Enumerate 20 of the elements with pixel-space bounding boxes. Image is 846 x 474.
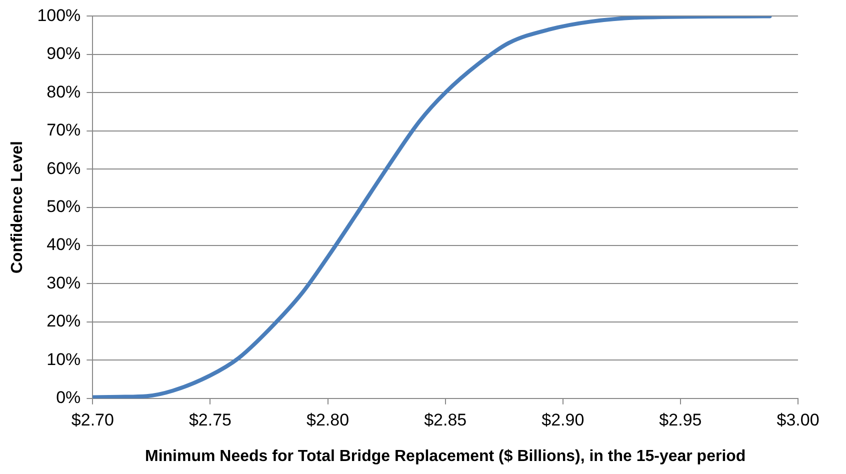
x-tick-label: $2.90: [542, 410, 584, 430]
y-tick-label: 100%: [37, 6, 81, 25]
x-tick-label: $2.70: [71, 410, 114, 430]
y-tick-label: 40%: [46, 235, 81, 254]
x-tick-label: $2.75: [188, 410, 232, 430]
x-axis-title: Minimum Needs for Total Bridge Replacement ($ Billions), in the 15-year period: [144, 448, 746, 465]
x-tick-label: $2.95: [659, 410, 702, 430]
y-tick-label: 20%: [46, 312, 81, 331]
y-tick-label: 80%: [46, 82, 81, 102]
y-tick-label: 70%: [46, 120, 81, 140]
y-tick-label: 30%: [46, 273, 81, 292]
x-tick-label: $2.85: [424, 410, 467, 430]
y-tick-label: 50%: [46, 196, 81, 216]
y-axis-title: Confidence Level: [9, 141, 26, 274]
y-tick-label: 10%: [46, 350, 81, 369]
y-tick-label: 90%: [46, 44, 81, 64]
y-tick-label: 60%: [46, 158, 81, 178]
x-tick-label: $2.80: [306, 410, 350, 430]
y-tick-label: 0%: [56, 388, 81, 408]
x-tick-label: $3.00: [776, 410, 820, 430]
